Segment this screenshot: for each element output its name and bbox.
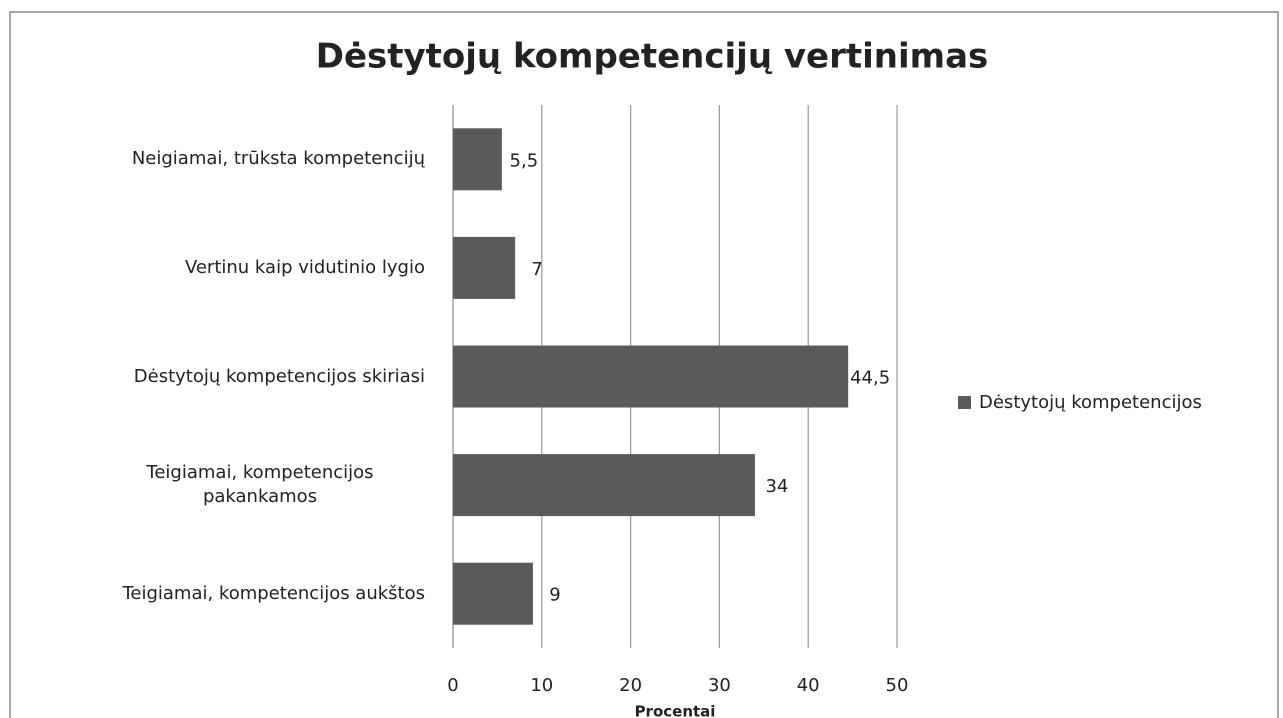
data-label: 7 [531, 259, 542, 280]
x-tick-label: 0 [447, 675, 458, 696]
chart-title: Dėstytojų kompetencijų vertinimas [316, 37, 989, 77]
bar [453, 345, 849, 408]
bar [453, 128, 502, 191]
x-tick-label: 40 [797, 675, 820, 696]
data-label: 44,5 [850, 368, 890, 389]
data-label: 9 [549, 585, 560, 606]
y-tick-label: Teigiamai, kompetencijos aukštos [122, 582, 425, 604]
legend-label: Dėstytojų kompetencijos [979, 392, 1202, 413]
bar [453, 562, 533, 625]
y-tick-label: Vertinu kaip vidutinio lygio [184, 256, 425, 278]
x-tick-label: 20 [619, 675, 642, 696]
data-label: 5,5 [510, 150, 539, 171]
y-tick-label: Dėstytojų kompetencijos skiriasi [133, 365, 425, 387]
y-tick-label: Neigiamai, trūksta kompetencijų [131, 148, 425, 170]
x-tick-label: 10 [530, 675, 553, 696]
x-tick-label: 30 [708, 675, 731, 696]
y-tick-label: Teigiamai, kompetencijos pakankamos [146, 462, 374, 508]
bar [453, 236, 516, 299]
data-label: 34 [765, 476, 788, 497]
legend-swatch [958, 396, 971, 409]
x-tick-label: 50 [886, 675, 909, 696]
bar [453, 454, 755, 517]
x-axis-label: Procentai [635, 703, 716, 718]
